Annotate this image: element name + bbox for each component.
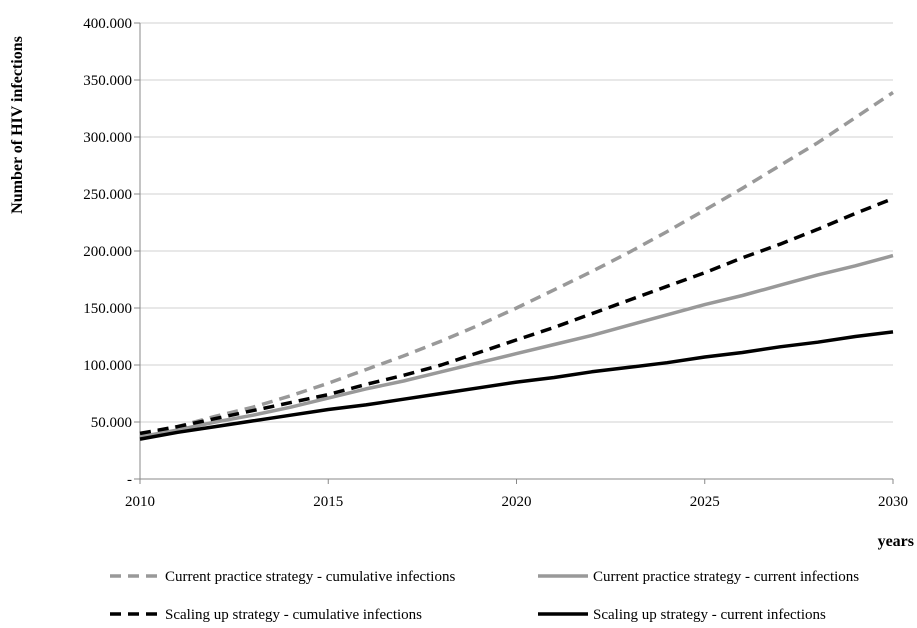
- legend-label: Scaling up strategy - current infections: [593, 607, 826, 623]
- series-line-4: [139, 330, 894, 441]
- x-axis-ticks: 2010 2015 2020 2025 2030: [125, 479, 908, 510]
- x-axis-title: years: [878, 533, 914, 550]
- y-tick-label: 50.000: [91, 415, 132, 431]
- gridlines: [140, 22, 893, 423]
- y-axis-title: Number of HIV infections: [9, 36, 26, 214]
- series-line-2: [139, 253, 894, 439]
- y-tick-label: 100.000: [83, 358, 132, 374]
- legend: Current practice strategy - cumulative i…: [110, 569, 859, 623]
- x-tick-label: 2010: [125, 494, 155, 510]
- legend-label: Scaling up strategy - cumulative infecti…: [165, 607, 422, 623]
- y-tick-label: 250.000: [83, 187, 132, 203]
- series-line-1: [139, 91, 894, 438]
- x-tick-label: 2025: [690, 494, 720, 510]
- y-tick-label: -: [127, 472, 132, 488]
- legend-label: Current practice strategy - current infe…: [593, 569, 859, 585]
- y-tick-label: 400.000: [83, 16, 132, 32]
- series-line-3: [139, 196, 894, 436]
- y-tick-label: 150.000: [83, 301, 132, 317]
- series-lines: [139, 91, 894, 441]
- y-tick-label: 300.000: [83, 130, 132, 146]
- x-tick-label: 2020: [502, 494, 532, 510]
- legend-label: Current practice strategy - cumulative i…: [165, 569, 455, 585]
- x-tick-label: 2030: [878, 494, 908, 510]
- y-tick-label: 200.000: [83, 244, 132, 260]
- y-tick-label: 350.000: [83, 73, 132, 89]
- x-tick-label: 2015: [313, 494, 343, 510]
- y-axis-ticks: - 50.000 100.000 150.000 200.000 250.000 300.0…: [83, 16, 140, 488]
